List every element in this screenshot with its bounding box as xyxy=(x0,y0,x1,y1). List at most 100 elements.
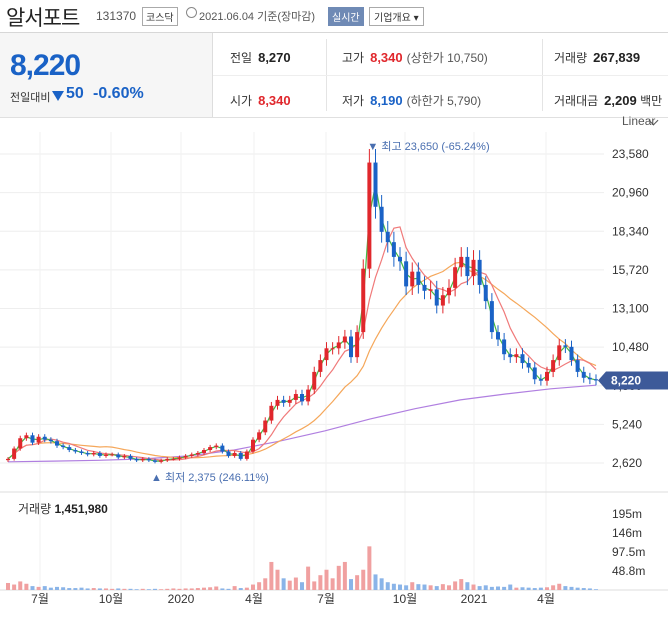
volume-bar xyxy=(140,588,145,590)
candle-body xyxy=(379,206,384,232)
candle-body xyxy=(483,284,488,302)
candle-body xyxy=(342,336,347,343)
candle-body xyxy=(171,458,176,460)
volume-bar xyxy=(85,588,90,590)
candle-body xyxy=(91,452,96,455)
ma60-line xyxy=(7,261,597,460)
volume-bar xyxy=(520,587,525,590)
y-tick-label: 2,620 xyxy=(612,456,642,470)
candle-body xyxy=(551,360,556,372)
candle-body xyxy=(73,450,78,452)
y-tick-label: 23,580 xyxy=(612,147,649,161)
candle-body xyxy=(238,452,243,459)
candle-body xyxy=(569,346,574,361)
volume-bar xyxy=(312,581,317,590)
volume-bar xyxy=(355,575,360,590)
company-info-dropdown[interactable]: 기업개요 ▾ xyxy=(369,7,424,26)
ma120-line xyxy=(7,384,597,463)
realtime-button[interactable]: 실시간 xyxy=(328,7,364,26)
volume-bar xyxy=(73,588,78,590)
volume-bar xyxy=(104,588,108,590)
x-tick-label: 7월 xyxy=(317,592,335,606)
candle-body xyxy=(545,371,549,381)
candle-body xyxy=(281,399,286,403)
candle-body xyxy=(183,455,188,458)
candle-body xyxy=(140,458,145,461)
volume-bar xyxy=(61,587,66,590)
volume-bar xyxy=(79,587,84,590)
prev-close-cell: 전일 8,270 xyxy=(230,50,291,65)
candle-body xyxy=(251,439,255,452)
volume-bar xyxy=(557,583,562,590)
scale-select[interactable]: Linear xyxy=(622,114,656,128)
candle-body xyxy=(159,460,164,462)
prev-day-label: 전일대비 xyxy=(10,92,51,104)
candle-body xyxy=(42,436,47,440)
volume-bar xyxy=(128,588,133,590)
volume-bar xyxy=(398,584,402,590)
volume-bar xyxy=(12,584,17,590)
volume-bar xyxy=(48,587,53,590)
volume-bar xyxy=(587,588,592,590)
candle-body xyxy=(563,345,568,347)
volume-bar xyxy=(6,582,10,590)
volume-bar xyxy=(116,588,121,590)
volume-bar xyxy=(538,587,543,590)
low-cell: 저가 8,190 (하한가 5,790) xyxy=(342,93,482,108)
candle-body xyxy=(440,295,445,306)
volume-bar xyxy=(232,586,237,590)
volume-bar xyxy=(165,588,170,590)
volume-bar xyxy=(202,587,206,590)
volume-bar xyxy=(483,585,488,590)
max-price-label: ▼ 최고 23,650 (-65.24%) xyxy=(367,140,489,153)
volume-bar xyxy=(471,584,476,590)
candle-body xyxy=(575,360,580,372)
down-triangle-icon xyxy=(52,91,64,101)
candle-body xyxy=(594,379,598,381)
candle-body xyxy=(257,432,262,440)
volume-bar xyxy=(67,588,72,590)
candle-body xyxy=(232,452,237,456)
volume-bar xyxy=(453,581,458,590)
y-tick-label: 10,480 xyxy=(612,340,649,354)
quote-panel: 8,220 전일대비 50 -0.60% 전일 8,270 고가 8,340 (상한가… xyxy=(0,32,668,118)
high-cell: 고가 8,340 (상한가 10,750) xyxy=(342,50,488,65)
volume-bar xyxy=(195,588,200,590)
y-tick-label: 5,240 xyxy=(612,417,642,431)
volume-bar xyxy=(581,588,586,590)
volume-bar xyxy=(18,581,23,590)
volume-bar xyxy=(287,580,292,590)
volume-bar xyxy=(318,575,323,590)
volume-bar xyxy=(189,588,194,590)
candle-body xyxy=(97,452,102,456)
candle-body xyxy=(459,256,464,268)
volume-bar xyxy=(428,585,433,590)
volume-bar xyxy=(575,587,580,590)
x-tick-label: 4월 xyxy=(537,592,555,606)
candle-body xyxy=(404,261,409,287)
volume-bar xyxy=(563,586,568,590)
candle-body xyxy=(165,458,170,461)
amount-cell: 거래대금 2,209 백만 xyxy=(554,93,663,108)
candle-body xyxy=(349,336,353,358)
candle-body xyxy=(306,389,311,402)
volume-bar xyxy=(416,584,421,590)
price-box: 8,220 전일대비 50 -0.60% xyxy=(0,33,213,117)
candle-body xyxy=(300,394,304,402)
volume-tick-label: 195m xyxy=(612,507,642,521)
company-info-label: 기업개요 xyxy=(374,13,411,24)
candle-body xyxy=(526,363,531,368)
volume-bar xyxy=(496,586,500,590)
stock-header: 알서포트 131370 코스닥 2021.06.04 기준(장마감) 실시간 기… xyxy=(0,0,668,32)
candle-body xyxy=(489,301,494,333)
candle-body xyxy=(67,447,72,451)
volume-bar xyxy=(434,586,439,590)
volume-bar xyxy=(244,587,249,590)
candle-body xyxy=(110,454,115,456)
volume-bar xyxy=(361,569,366,590)
volume-bar xyxy=(226,588,231,590)
volume-value: 1,451,980 xyxy=(54,502,108,516)
candle-body xyxy=(312,371,317,390)
candle-body xyxy=(55,441,59,446)
candle-body xyxy=(85,452,90,455)
